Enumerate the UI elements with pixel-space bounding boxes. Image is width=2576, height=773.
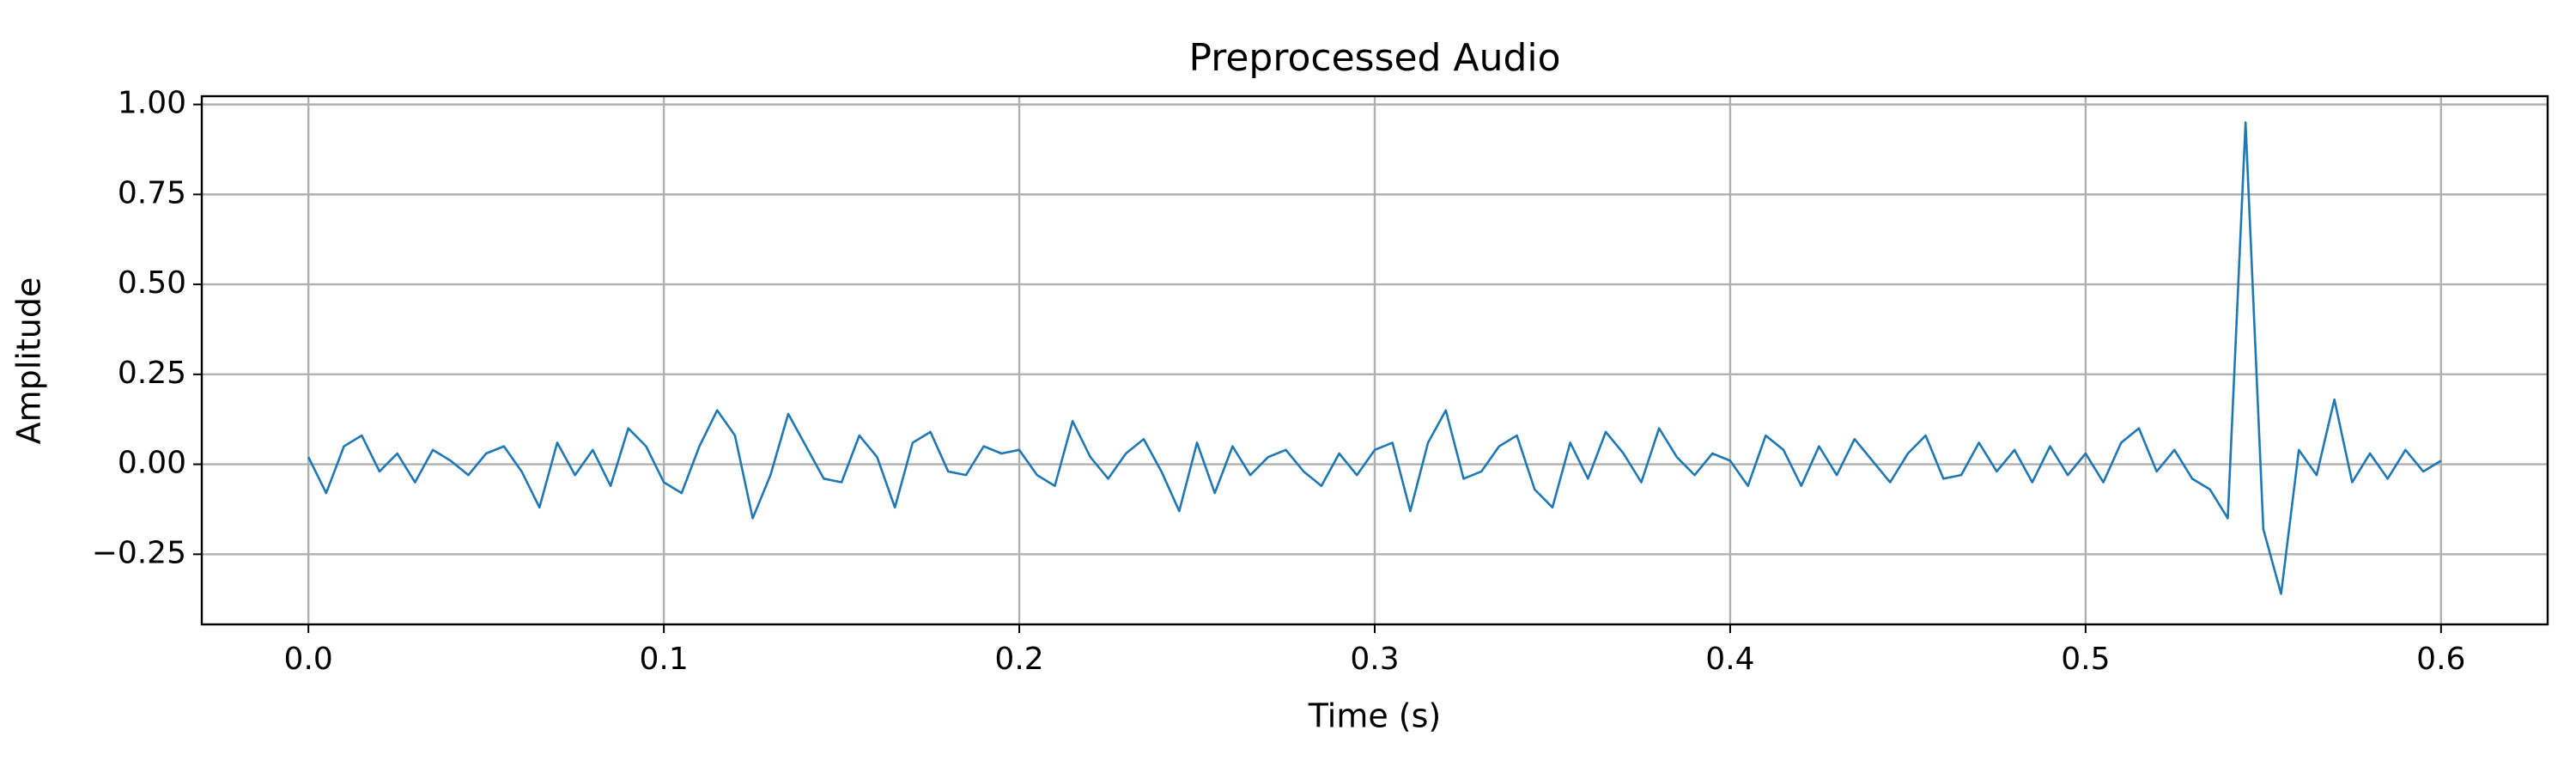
y-tick-label: 1.00: [118, 86, 186, 121]
chart-title: Preprocessed Audio: [1188, 36, 1560, 80]
waveform-line: [307, 121, 2442, 595]
y-tick-label: 0.75: [118, 175, 186, 210]
x-tick-label: 0.0: [284, 642, 333, 677]
x-tick-label: 0.4: [1705, 642, 1754, 677]
plot-frame: [200, 94, 2549, 626]
x-tick-label: 0.2: [994, 642, 1043, 677]
x-tick-label: 0.3: [1350, 642, 1399, 677]
x-tick-label: 0.5: [2061, 642, 2110, 677]
x-tick-label: 0.1: [639, 642, 688, 677]
y-tick-label: 0.00: [118, 446, 186, 481]
x-axis-label: Time (s): [1308, 697, 1442, 735]
y-axis-label: Amplitude: [10, 277, 48, 445]
x-tick-label: 0.6: [2416, 642, 2465, 677]
y-tick-label: 0.50: [118, 265, 186, 301]
y-tick-label: 0.25: [118, 356, 186, 391]
y-tick-label: −0.25: [92, 535, 186, 570]
